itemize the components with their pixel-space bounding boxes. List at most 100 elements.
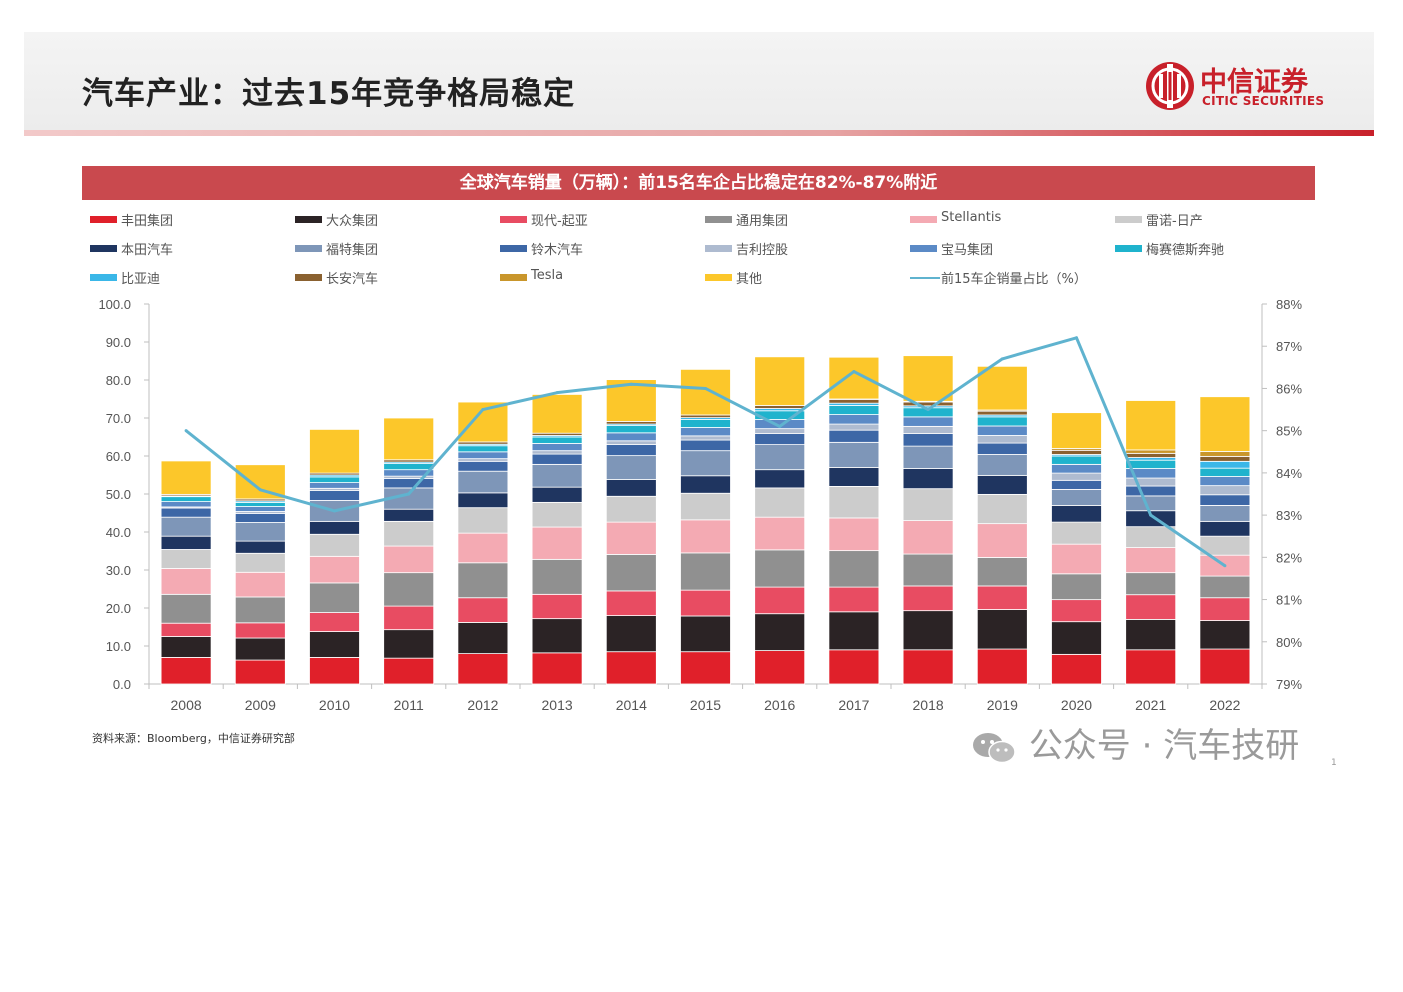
bar-segment	[160, 568, 212, 595]
y-tick-label-right: 80%	[1276, 635, 1302, 650]
share-line-point	[629, 382, 633, 386]
x-tick-label: 2015	[690, 697, 721, 713]
bar-segment	[1125, 452, 1177, 458]
bar-segment	[383, 605, 435, 631]
bar-segment	[754, 444, 806, 471]
bar-segment	[383, 545, 435, 574]
bar-segment	[902, 610, 954, 651]
bar-segment	[531, 436, 583, 444]
bar-segment	[309, 428, 360, 474]
bar-segment	[234, 501, 286, 507]
bar-segment	[234, 596, 286, 624]
bar-segment	[605, 590, 657, 617]
legend-swatch	[705, 245, 732, 252]
bar-segment	[680, 439, 731, 452]
page-number: 1	[1331, 758, 1337, 768]
bar-segment	[234, 512, 286, 523]
legend-swatch	[90, 274, 117, 281]
bar-segment	[828, 405, 880, 415]
bar-segment	[1125, 649, 1177, 685]
bar-segment	[383, 572, 435, 607]
bar-segment	[457, 507, 509, 534]
bar-segment	[160, 507, 212, 518]
x-tick-label: 2011	[394, 697, 424, 713]
bar-segment	[1199, 597, 1251, 621]
bar-segment	[234, 659, 286, 685]
bar-segment	[160, 593, 212, 624]
bar-segment	[754, 433, 806, 445]
share-line-point	[333, 509, 336, 513]
share-line-point	[258, 488, 262, 492]
legend-swatch	[500, 216, 527, 223]
bar-segment	[902, 425, 954, 434]
bar-segment	[680, 552, 731, 591]
y-tick-label-right: 84%	[1276, 466, 1302, 481]
share-line-point	[778, 424, 782, 428]
bar-segment	[976, 648, 1028, 685]
bar-segment	[680, 519, 731, 554]
y-tick-label-left: 90.0	[106, 335, 131, 350]
bar-segment	[1125, 449, 1177, 454]
y-tick-label-left: 10.0	[106, 639, 131, 654]
citic-logo: 中信证券 CITIC SECURITIES	[1144, 58, 1344, 114]
bar-segment	[828, 550, 880, 588]
bar-segment	[457, 597, 509, 623]
watermark: 公众号 · 汽车技研	[970, 718, 1299, 767]
legend-label: 比亚迪	[121, 272, 161, 287]
legend-swatch	[500, 245, 527, 252]
bar-segment	[605, 554, 657, 592]
y-tick-label-left: 40.0	[106, 525, 131, 540]
bar-segment	[1125, 400, 1177, 451]
bar-segment	[531, 453, 583, 465]
share-line-point	[184, 429, 188, 433]
bar-segment	[457, 622, 509, 655]
x-tick-label: 2020	[1061, 697, 1092, 713]
legend-label: 福特集团	[326, 243, 379, 258]
legend-swatch	[90, 245, 117, 252]
bar-segment	[605, 440, 657, 445]
bar-segment	[680, 615, 731, 653]
bar-segment	[1051, 621, 1102, 655]
share-line-point	[1000, 357, 1004, 361]
bar-segment	[160, 516, 212, 537]
bar-segment	[457, 401, 509, 443]
wechat-icon	[973, 732, 1016, 763]
legend-swatch	[295, 216, 322, 223]
bar-segment	[1051, 543, 1102, 575]
legend-swatch	[705, 274, 732, 281]
bar-segment	[605, 495, 657, 523]
y-tick-label-right: 88%	[1276, 297, 1302, 312]
y-tick-label-right: 83%	[1276, 508, 1302, 523]
bar-segment	[680, 427, 731, 437]
bar-segment	[828, 423, 880, 431]
legend-swatch	[500, 274, 527, 281]
share-line-point	[852, 370, 856, 374]
bar-segment	[1125, 477, 1177, 487]
bar-segment	[902, 416, 954, 427]
bar-segment	[309, 612, 360, 632]
bar-segment	[1051, 521, 1102, 545]
bar-segment	[902, 520, 954, 555]
legend-swatch	[295, 245, 322, 252]
bar-segment	[457, 562, 509, 599]
bar-segment	[457, 653, 509, 685]
bar-segment	[531, 443, 583, 452]
x-tick-label: 2018	[913, 697, 944, 713]
bar-segment	[754, 469, 806, 489]
bar-segment	[531, 394, 583, 434]
bar-segment	[976, 493, 1028, 525]
share-line-point	[1075, 336, 1078, 340]
bar-segment	[531, 450, 583, 455]
bar-segment	[976, 585, 1028, 610]
bar-segment	[1199, 648, 1251, 685]
bar-segment	[1125, 526, 1177, 548]
bar-segment	[309, 476, 360, 483]
bar-segment	[1051, 573, 1102, 601]
y-tick-label-right: 87%	[1276, 339, 1302, 354]
bar-segment	[531, 593, 583, 620]
bar-segment	[754, 613, 806, 651]
bar-segment	[457, 445, 509, 453]
bar-segment	[902, 401, 954, 407]
bar-segment	[680, 475, 731, 494]
